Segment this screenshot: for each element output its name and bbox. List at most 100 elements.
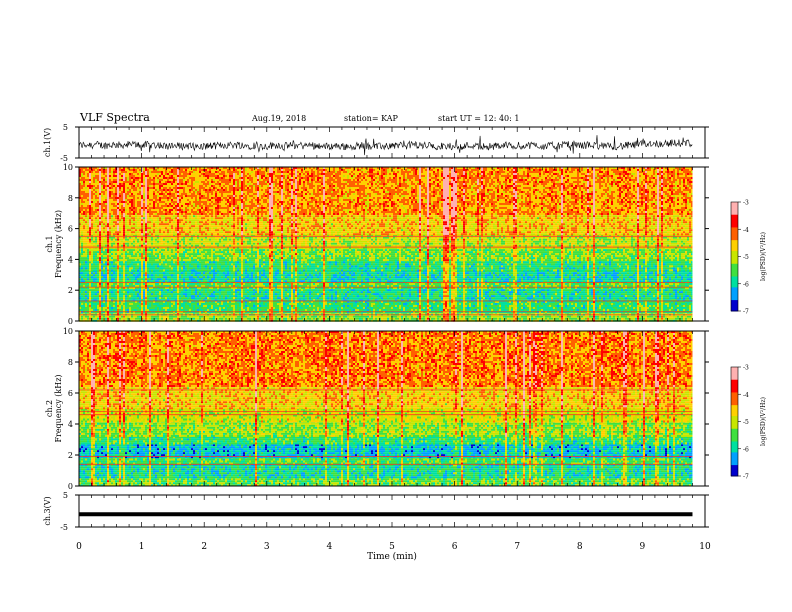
spectrogram-cell bbox=[167, 309, 169, 311]
spectrogram-cell bbox=[519, 307, 521, 309]
spectrogram-cell bbox=[319, 316, 321, 318]
spectrogram-cell bbox=[389, 318, 391, 320]
spectrogram-cell bbox=[433, 307, 435, 309]
spectrogram-cell bbox=[643, 307, 645, 309]
spectrogram-cell bbox=[597, 307, 599, 309]
spectrogram-cell bbox=[255, 303, 257, 305]
spectrogram-cell bbox=[133, 316, 135, 318]
spectrogram-cell bbox=[347, 316, 349, 318]
spectrogram-cell bbox=[123, 307, 125, 309]
spectrogram-cell bbox=[137, 303, 139, 305]
spectrogram-cell bbox=[611, 316, 613, 318]
spectrogram-cell bbox=[275, 303, 277, 305]
spectrogram-cell bbox=[457, 305, 459, 307]
spectrogram-cell bbox=[621, 318, 623, 320]
spectrogram-cell bbox=[515, 316, 517, 318]
spectrogram-cell bbox=[345, 316, 347, 318]
spectrogram-cell bbox=[83, 307, 85, 309]
spectrogram-cell bbox=[311, 303, 313, 305]
spectrogram-cell bbox=[157, 307, 159, 309]
spectrogram-cell bbox=[91, 303, 93, 305]
spectrogram-cell bbox=[199, 318, 201, 320]
spectrogram-cell bbox=[377, 303, 379, 305]
spectrogram-cell bbox=[279, 316, 281, 318]
spectrogram-cell bbox=[533, 303, 535, 305]
spectrogram-cell bbox=[291, 307, 293, 309]
spectrogram-cell bbox=[515, 309, 517, 311]
spectrogram-cell bbox=[403, 303, 405, 305]
spectrogram-cell bbox=[215, 305, 217, 307]
spectrogram-cell bbox=[563, 303, 565, 305]
spectrogram-cell bbox=[489, 307, 491, 309]
spectrogram-cell bbox=[257, 318, 259, 320]
spectrogram-cell bbox=[571, 307, 573, 309]
spectrogram-cell bbox=[161, 318, 163, 320]
spectrogram-cell bbox=[173, 305, 175, 307]
spectrogram-cell bbox=[431, 307, 433, 309]
spectrogram-cell bbox=[371, 316, 373, 318]
spectrogram-cell bbox=[201, 303, 203, 305]
spectrogram-cell bbox=[299, 318, 301, 320]
spectrogram-cell bbox=[565, 305, 567, 307]
spectrogram-cell bbox=[323, 309, 325, 311]
spectrogram-cell bbox=[159, 309, 161, 311]
spectrogram-cell bbox=[441, 305, 443, 307]
spectrogram-cell bbox=[371, 307, 373, 309]
spectrogram-cell bbox=[485, 309, 487, 311]
spectrogram-cell bbox=[239, 303, 241, 305]
spectrogram-cell bbox=[653, 303, 655, 305]
spectrogram-cell bbox=[419, 318, 421, 320]
spectrogram-cell bbox=[483, 305, 485, 307]
spectrogram-cell bbox=[211, 309, 213, 311]
spectrogram-cell bbox=[649, 307, 651, 309]
spectrogram-cell bbox=[465, 303, 467, 305]
spectrogram-cell bbox=[467, 305, 469, 307]
spectrogram-cell bbox=[365, 309, 367, 311]
spectrogram-cell bbox=[507, 303, 509, 305]
spectrogram-cell bbox=[427, 318, 429, 320]
spectrogram-cell bbox=[215, 307, 217, 309]
spectrogram-cell bbox=[455, 316, 457, 318]
spectrogram-cell bbox=[209, 318, 211, 320]
spectrogram-cell bbox=[109, 316, 111, 318]
spectrogram-cell bbox=[609, 316, 611, 318]
spectrogram-cell bbox=[543, 318, 545, 320]
spectrogram-cell bbox=[627, 307, 629, 309]
spectrogram-cell bbox=[373, 307, 375, 309]
spectrogram-cell bbox=[277, 305, 279, 307]
spectrogram-cell bbox=[171, 318, 173, 320]
spectrogram-cell bbox=[419, 309, 421, 311]
spectrogram-cell bbox=[559, 318, 561, 320]
spectrogram-cell bbox=[181, 309, 183, 311]
spectrogram-cell bbox=[405, 305, 407, 307]
spectrogram-cell bbox=[309, 309, 311, 311]
spectrogram-cell bbox=[447, 303, 449, 305]
spectrogram-cell bbox=[159, 303, 161, 305]
spectrogram-cell bbox=[87, 318, 89, 320]
spectrogram-cell bbox=[437, 307, 439, 309]
spectrogram-cell bbox=[519, 303, 521, 305]
spectrogram-cell bbox=[163, 307, 165, 309]
spectrogram-cell bbox=[553, 303, 555, 305]
spectrogram-cell bbox=[285, 318, 287, 320]
spectrogram-cell bbox=[483, 303, 485, 305]
spectrogram-cell bbox=[275, 316, 277, 318]
spectrogram-cell bbox=[119, 305, 121, 307]
spectrogram-cell bbox=[107, 316, 109, 318]
spectrogram-cell bbox=[481, 316, 483, 318]
spectrogram-cell bbox=[187, 305, 189, 307]
spectrogram-cell bbox=[501, 309, 503, 311]
spectrogram-cell bbox=[587, 307, 589, 309]
spectrogram-cell bbox=[249, 316, 251, 318]
spectrogram-cell bbox=[539, 318, 541, 320]
spectrogram-cell bbox=[477, 309, 479, 311]
spectrogram-cell bbox=[103, 307, 105, 309]
spectrogram-cell bbox=[295, 303, 297, 305]
spectrogram-cell bbox=[567, 303, 569, 305]
spectrogram-cell bbox=[455, 318, 457, 320]
spectrogram-cell bbox=[215, 309, 217, 311]
spectrogram-cell bbox=[297, 318, 299, 320]
spectrogram-cell bbox=[143, 303, 145, 305]
spectrogram-cell bbox=[459, 303, 461, 305]
spectrogram-cell bbox=[441, 307, 443, 309]
